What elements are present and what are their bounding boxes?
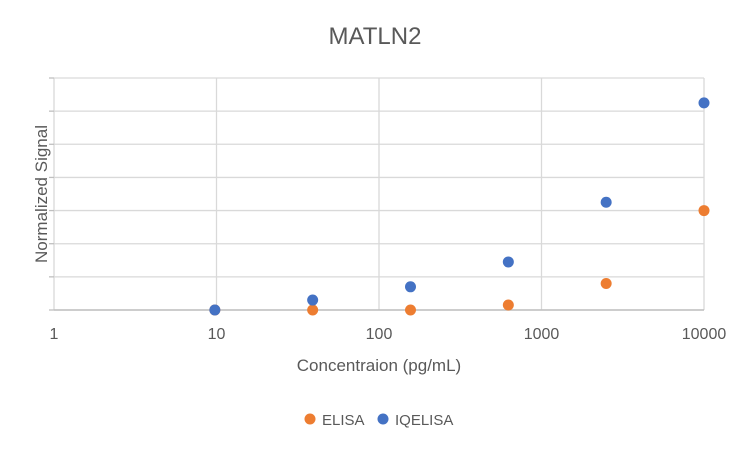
x-tick-label: 1000 [524,326,560,343]
x-tick-labels: 1 10 100 1000 10000 [50,326,727,343]
series-elisa [209,205,710,316]
x-tick-label: 10000 [682,326,727,343]
legend-marker [377,413,389,425]
data-point [600,277,612,289]
legend-label: ELISA [322,412,365,429]
data-point [698,205,710,217]
series-iqelisa [209,97,710,316]
y-axis-label: Normalized Signal [32,125,51,263]
data-point [502,299,514,311]
data-points [209,97,710,316]
data-point [698,97,710,109]
chart-title: MATLN2 [329,23,422,50]
data-point [600,196,612,208]
x-tick-label: 1 [50,326,59,343]
data-point [404,304,416,316]
data-point [502,256,514,268]
x-axis-label: Concentraion (pg/mL) [297,356,461,375]
data-point [307,294,319,306]
legend-label: IQELISA [395,412,453,429]
data-point [209,304,221,316]
data-point [307,304,319,316]
x-tick-label: 10 [208,326,226,343]
legend-marker [304,413,316,425]
legend: ELISA IQELISA [304,412,453,429]
grid-lines [49,77,705,311]
legend-item: ELISA [304,412,365,429]
data-point [404,281,416,293]
legend-item: IQELISA [377,412,453,429]
x-tick-label: 100 [366,326,393,343]
